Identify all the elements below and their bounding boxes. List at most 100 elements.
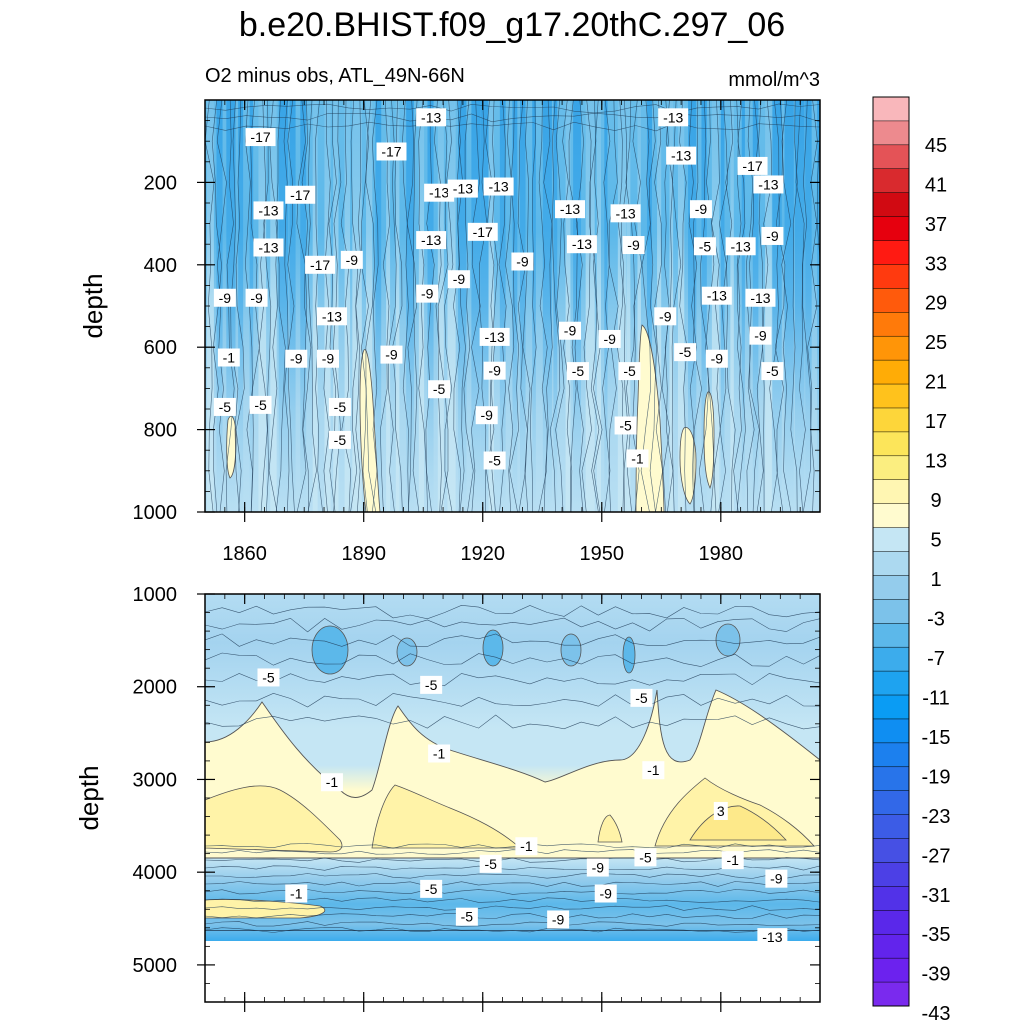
upper-contour-label-bg [745, 288, 776, 307]
upper-contour-label-bg [416, 231, 447, 250]
lower-contour-label-bg [479, 854, 502, 873]
upper-contour-label: -5 [254, 397, 267, 413]
upper-contour-label-bg [761, 362, 784, 381]
lower-contour-label-bg [713, 801, 728, 820]
lower-contour-label: -5 [425, 881, 438, 897]
upper-contour-label: -9 [695, 201, 708, 217]
upper-contour-label: -5 [699, 238, 712, 254]
colorbar-frame [872, 96, 910, 1007]
upper-contour-label: -13 [258, 239, 278, 255]
lower-contour-label-bg [642, 761, 665, 780]
upper-x-tick-label: 1950 [580, 543, 625, 565]
colorbar-swatch [873, 264, 909, 289]
upper-contour-label-bg [622, 236, 645, 255]
upper-contour-label-bg [253, 238, 284, 257]
upper-contour-label: -9 [488, 363, 501, 379]
colorbar-swatch [873, 862, 909, 887]
lower-contour-label: -1 [520, 838, 533, 854]
upper-contour-label: -13 [671, 148, 691, 164]
upper-contour-label-bg [380, 345, 403, 364]
lower-contour-label: -1 [290, 886, 303, 902]
upper-y-tick-label: 800 [144, 420, 177, 442]
upper-contour-label-bg [424, 183, 455, 202]
lower-contour-label-bg [285, 884, 308, 903]
colorbar-swatch [873, 503, 909, 528]
lower-contour-label: -1 [647, 762, 660, 778]
colorbar-swatch [873, 479, 909, 504]
upper-contour-label: -5 [619, 417, 632, 433]
upper-x-tick-label: 1890 [341, 543, 386, 565]
upper-contour-label-bg [328, 397, 351, 416]
upper-contour-label-bg [705, 349, 728, 368]
colorbar-swatch [873, 168, 909, 193]
lower-y-tick-label: 4000 [133, 862, 178, 884]
colorbar-swatch [873, 695, 909, 720]
upper-contour-label: -9 [250, 290, 263, 306]
colorbar-tick-label: 21 [925, 372, 947, 394]
colorbar-swatch [873, 336, 909, 361]
colorbar-tick-label: -11 [922, 687, 949, 709]
upper-contour-label: -9 [766, 228, 779, 244]
upper-contour-label: -9 [603, 331, 616, 347]
colorbar-swatch [873, 575, 909, 600]
upper-contour-label-bg [598, 329, 621, 348]
upper-contour-label-bg [555, 200, 586, 219]
upper-contour-label: -13 [615, 205, 635, 221]
upper-contour-label: -9 [322, 351, 335, 367]
upper-contour-label-bg [213, 288, 236, 307]
colorbar-tick-label: -15 [922, 727, 951, 749]
upper-contour-label: -9 [564, 323, 577, 339]
colorbar-swatch [873, 407, 909, 433]
upper-contour-label: -5 [219, 399, 232, 415]
colorbar: 45 41 37 33 29 25 21 17 13 9 5 1 -3 -7 -11 -15 -19 -23 -27… [872, 96, 951, 1024]
upper-contour-label-bg [316, 307, 347, 326]
upper-y-tick-label: 400 [144, 255, 177, 277]
upper-contour-label-bg [213, 397, 236, 416]
upper-contour-label: -13 [429, 185, 449, 201]
chart-subtitle: O2 minus obs, ATL_49N-66N [205, 65, 465, 87]
upper-contour-label: -13 [731, 238, 751, 254]
lower-y-tick-label: 3000 [133, 769, 178, 791]
upper-contour-label: -5 [334, 432, 347, 448]
lower-positive-region [597, 814, 623, 843]
colorbar-tick-label: -19 [922, 766, 951, 788]
upper-contour-label: -13 [560, 201, 580, 217]
upper-contour-label: -13 [663, 109, 683, 125]
lower-contour-label: -5 [461, 909, 474, 925]
lower-contour-label-bg [428, 744, 451, 763]
upper-contour-label-bg [285, 349, 308, 368]
upper-contour-label-bg [245, 288, 268, 307]
lower-positive-region [205, 785, 343, 853]
lower-ylabel: depth [74, 765, 104, 830]
lower-contour-label: -9 [552, 911, 565, 927]
upper-positive-region [226, 415, 237, 479]
upper-contour-label-bg [674, 343, 697, 362]
lower-contour-label-bg [420, 675, 443, 694]
upper-contour-label-bg [626, 449, 649, 468]
upper-contour-label-bg [340, 250, 363, 269]
lower-contour-label: -13 [762, 929, 782, 945]
upper-contour-label-bg [701, 286, 732, 305]
lower-contour-label: -5 [484, 856, 497, 872]
upper-y-tick-label: 200 [144, 172, 177, 194]
colorbar-swatch [873, 527, 909, 552]
lower-positive-region [371, 784, 522, 849]
upper-positive-region [679, 427, 697, 505]
lower-contour-label-bg [547, 910, 570, 929]
upper-contour-label: -13 [453, 181, 473, 197]
lower-contour-label-bg [765, 869, 788, 888]
upper-contour-label-bg [245, 128, 276, 147]
colorbar-swatch [873, 97, 909, 122]
upper-contour-label: -5 [623, 363, 636, 379]
colorbar-tick-label: 17 [925, 411, 947, 433]
colorbar-swatch [873, 551, 909, 576]
colorbar-tick-label: -43 [922, 1003, 951, 1024]
lower-contour-label-bg [455, 907, 478, 926]
upper-contour-label: -9 [659, 308, 672, 324]
upper-contour-label: -5 [334, 399, 347, 415]
colorbar-swatch [873, 312, 909, 337]
colorbar-tick-label: -31 [922, 885, 951, 907]
upper-contour-label: -13 [258, 202, 278, 218]
colorbar-tick-label: 45 [925, 135, 947, 157]
upper-contour-label: -1 [631, 450, 644, 466]
